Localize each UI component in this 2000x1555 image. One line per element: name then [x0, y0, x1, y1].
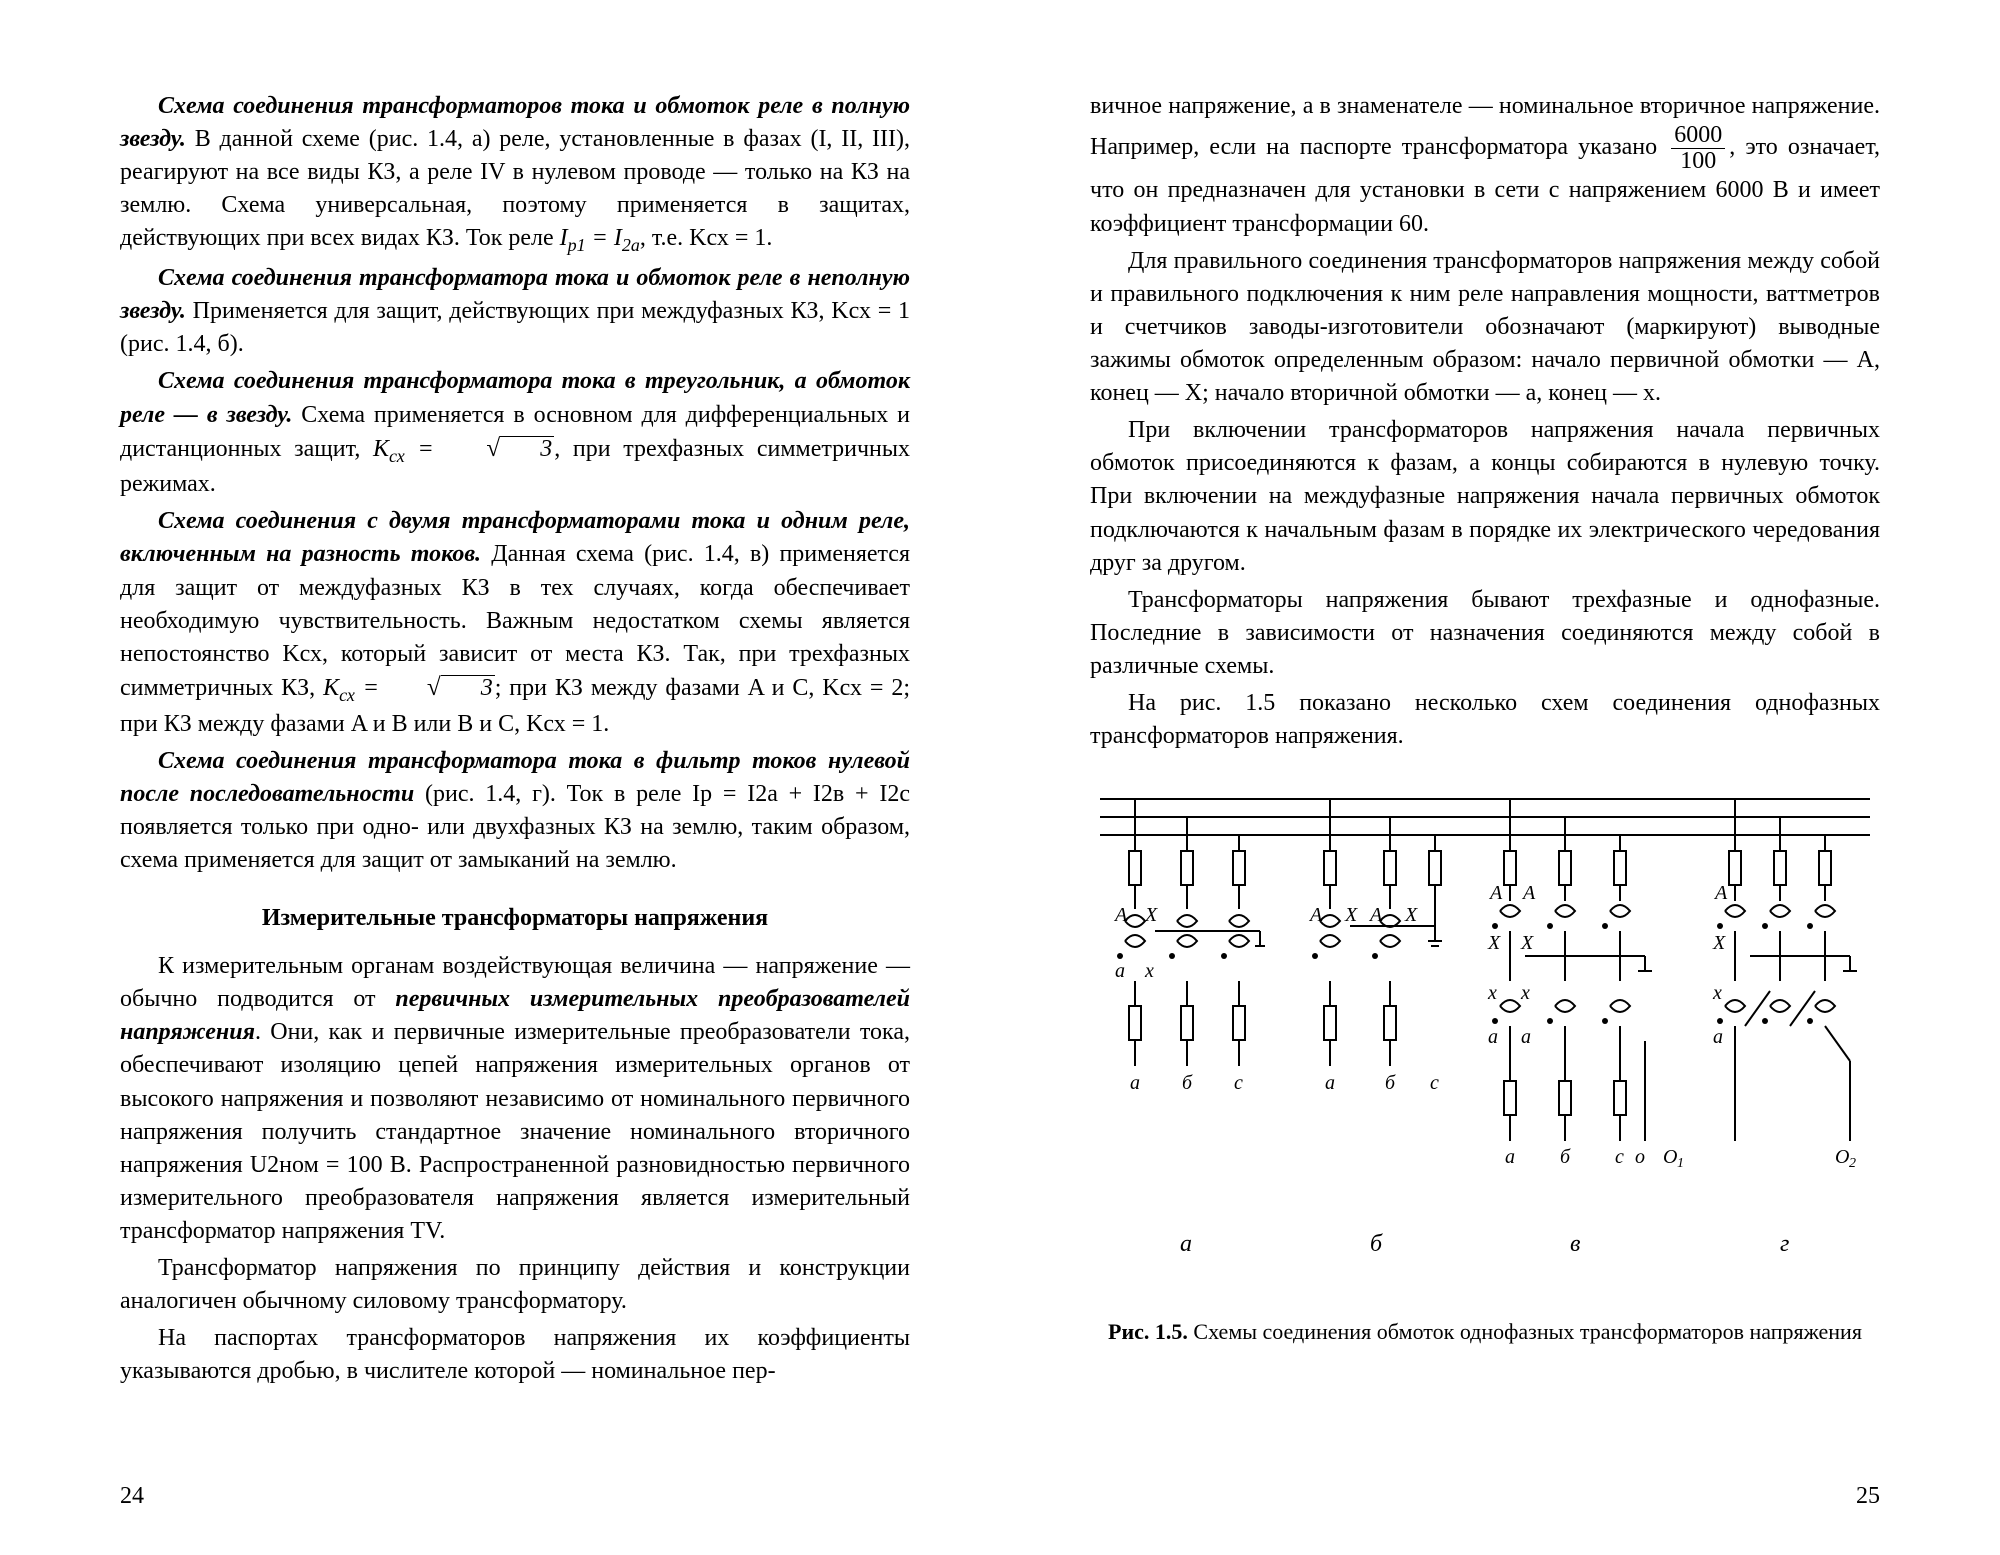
svg-text:X: X [1144, 904, 1158, 926]
page-left: Схема соединения трансформаторов тока и … [0, 0, 1000, 1555]
svg-text:a: a [1713, 1026, 1723, 1048]
para-1: Схема соединения трансформаторов тока и … [120, 90, 910, 258]
page-number-left: 24 [120, 1483, 144, 1510]
svg-text:X: X [1712, 932, 1726, 954]
figure-1-5: A X a x a [1090, 781, 1880, 1347]
svg-text:с: с [1430, 1072, 1439, 1094]
svg-text:A: A [1713, 882, 1728, 904]
section-para-1-b: . Они, как и первичные измерительные пре… [120, 1019, 910, 1244]
rpara-3: При включении трансформаторов напряжения… [1090, 414, 1880, 580]
para-2: Схема соединения трансформатора тока и о… [120, 262, 910, 361]
svg-text:x: x [1144, 960, 1154, 982]
formula-ip1: Iр1 = I2а [560, 225, 640, 251]
formula-kcx-sqrt3-a: Kсх = 3 [373, 436, 554, 462]
rpara-5: На рис. 1.5 показано несколько схем соед… [1090, 687, 1880, 753]
svg-text:б: б [1182, 1072, 1193, 1094]
svg-text:A: A [1488, 882, 1503, 904]
svg-text:1: 1 [1677, 1156, 1684, 1171]
svg-text:a: a [1115, 960, 1125, 982]
svg-text:с: с [1234, 1072, 1243, 1094]
svg-text:a: a [1505, 1146, 1515, 1168]
svg-text:O: O [1663, 1146, 1677, 1168]
svg-text:a: a [1130, 1072, 1140, 1094]
svg-text:o: o [1635, 1146, 1645, 1168]
fraction-6000-100: 6000 100 [1671, 123, 1725, 174]
section-heading: Измерительные трансформаторы напряжения [120, 905, 910, 932]
para-3: Схема соединения трансформатора тока в т… [120, 365, 910, 501]
para-1-rest: В данной схеме (рис. 1.4, а) реле, устан… [120, 126, 910, 251]
svg-text:x: x [1487, 982, 1497, 1004]
para-5: Схема соединения трансформатора тока в ф… [120, 745, 910, 877]
rpara-2: Для правильного соединения трансформатор… [1090, 245, 1880, 411]
svg-text:a: a [1325, 1072, 1335, 1094]
svg-text:O: O [1835, 1146, 1849, 1168]
page-right: вичное напряжение, а в знаменателе — ном… [1000, 0, 2000, 1555]
svg-text:a: a [1488, 1026, 1498, 1048]
svg-text:а: а [1180, 1231, 1192, 1257]
para-1-tail: , т.е. Kсх = 1. [640, 225, 773, 251]
svg-text:в: в [1570, 1231, 1580, 1257]
section-para-1: К измерительным органам воздействующая в… [120, 950, 910, 1248]
figure-caption-rest: Схемы соединения обмоток однофазных тран… [1188, 1319, 1862, 1344]
figure-caption-bold: Рис. 1.5. [1108, 1319, 1188, 1344]
figure-svg: A X a x a [1090, 781, 1880, 1301]
formula-kcx-sqrt3-b: Kсх = 3 [323, 675, 495, 701]
svg-text:a: a [1521, 1026, 1531, 1048]
svg-text:с: с [1615, 1146, 1624, 1168]
svg-text:A: A [1521, 882, 1536, 904]
section-para-3: На паспортах трансформаторов напряжения … [120, 1322, 910, 1388]
rpara-4: Трансформаторы напряжения бывают трехфаз… [1090, 584, 1880, 683]
para-2-rest: Применяется для защит, действующих при м… [120, 298, 910, 357]
rpara-1: вичное напряжение, а в знаменателе — ном… [1090, 90, 1880, 241]
svg-text:2: 2 [1849, 1156, 1856, 1171]
para-4: Схема соединения с двумя трансформаторам… [120, 505, 910, 740]
svg-text:X: X [1520, 932, 1534, 954]
svg-text:г: г [1780, 1231, 1789, 1257]
svg-text:б: б [1370, 1231, 1383, 1257]
svg-text:X: X [1404, 904, 1418, 926]
section-para-2: Трансформатор напряжения по принципу дей… [120, 1252, 910, 1318]
fraction-num: 6000 [1671, 123, 1725, 149]
page-number-right: 25 [1856, 1483, 1880, 1510]
svg-text:x: x [1520, 982, 1530, 1004]
svg-text:X: X [1344, 904, 1358, 926]
figure-caption: Рис. 1.5. Схемы соединения обмоток одноф… [1090, 1317, 1880, 1347]
svg-text:x: x [1712, 982, 1722, 1004]
svg-text:б: б [1560, 1146, 1571, 1168]
svg-text:X: X [1487, 932, 1501, 954]
svg-text:б: б [1385, 1072, 1396, 1094]
fraction-den: 100 [1671, 149, 1725, 174]
